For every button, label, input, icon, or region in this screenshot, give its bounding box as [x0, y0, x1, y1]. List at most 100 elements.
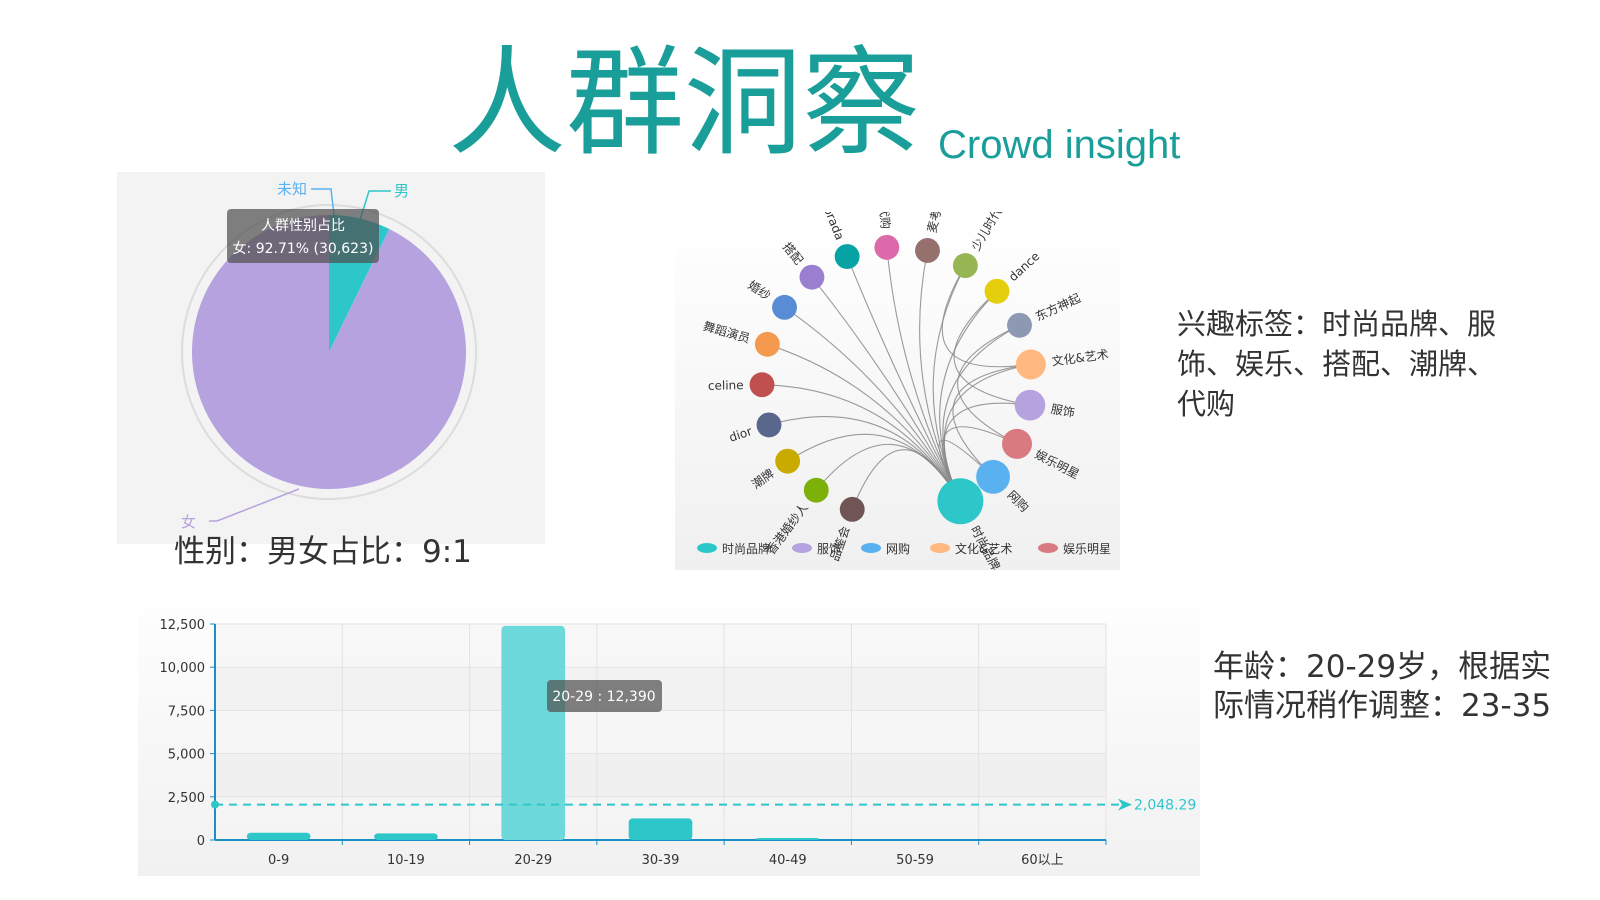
bar-y-tick-label: 10,000	[160, 661, 206, 676]
graph-node-label: 文化&艺术	[1051, 346, 1110, 368]
bar-y-tick-label: 12,500	[160, 618, 206, 633]
bar	[246, 832, 311, 840]
graph-node	[772, 294, 797, 320]
pie-label-line	[209, 488, 300, 522]
graph-legend-swatch	[861, 543, 881, 553]
bar	[501, 625, 566, 840]
graph-link	[767, 343, 961, 502]
graph-node-label: celine	[708, 378, 744, 393]
graph-node	[754, 331, 780, 357]
graph-node-label: 服饰	[1050, 402, 1076, 420]
graph-legend-swatch	[792, 543, 812, 553]
bar-y-tick-label: 5,000	[168, 748, 205, 763]
graph-node	[834, 244, 860, 269]
pie-label: 男	[394, 182, 409, 200]
graph-link	[886, 247, 961, 502]
age-caption: 年龄：20-29岁，根据实际情况稍作调整：23-35	[1213, 649, 1552, 724]
bar-x-tick-label: 50-59	[896, 853, 934, 868]
bar-x-tick-label: 60以上	[1021, 853, 1064, 868]
bar-average-label: 2,048.29	[1134, 798, 1196, 814]
age-bar-chart: 0 2,500 5,000 7,500 10,000 12,500 0-9 10-19 20-2…	[160, 618, 1197, 868]
interest-graph-panel: 时尚品牌网购娱乐明星服饰文化&艺术东方神起dance少儿时代麦考林韩国代购pra…	[675, 181, 1120, 572]
graph-link	[952, 363, 1031, 478]
pie-slice	[191, 215, 466, 489]
bar-average-arrow	[1118, 798, 1132, 811]
graph-link	[919, 250, 961, 502]
page-title: 人群洞察	[448, 34, 921, 172]
graph-legend-label: 网购	[886, 541, 910, 556]
graph-node-label: 娱乐明星	[1032, 447, 1081, 481]
graph-link	[851, 449, 961, 510]
graph-node-label: prada	[821, 212, 847, 242]
pie-label-line	[311, 188, 335, 216]
bar-tooltip-bg	[547, 680, 662, 712]
graph-node-label: 网购	[1004, 487, 1032, 515]
graph-legend-label: 文化&艺术	[955, 541, 1012, 556]
graph-link	[811, 276, 961, 502]
bar	[628, 818, 693, 840]
pie-tooltip-bg	[227, 209, 379, 263]
graph-node-label: 韩国代购	[875, 212, 894, 230]
graph-legend-swatch	[1038, 543, 1058, 553]
graph-node-label: dance	[1006, 249, 1042, 284]
bar-tooltip-text: 20-29 : 12,390	[552, 689, 655, 705]
bar-x-tick-label: 40-49	[769, 853, 807, 868]
graph-link	[784, 306, 961, 502]
graph-node	[952, 253, 978, 279]
pie-tooltip-text: 女: 92.71% (30,623)	[233, 240, 374, 257]
graph-node-label: 搭配	[780, 240, 806, 267]
bar-y-tick-label: 2,500	[168, 791, 205, 806]
bar-y-tick-label: 0	[197, 834, 205, 849]
graph-link	[815, 443, 961, 502]
bar-x-tick-label: 0-9	[268, 853, 289, 868]
graph-node	[799, 264, 825, 290]
bar	[755, 838, 820, 840]
graph-node-label: 麦考林	[925, 212, 947, 234]
graph-node	[984, 278, 1010, 304]
graph-legend-label: 娱乐明星	[1063, 542, 1111, 556]
bar-x-tick-label: 10-19	[387, 853, 425, 868]
graph-node-label: 潮牌	[749, 465, 777, 491]
graph-node	[1007, 312, 1032, 338]
graph-node	[756, 412, 782, 438]
graph-node	[1002, 428, 1033, 459]
graph-node	[749, 372, 775, 398]
graph-node-label: dior	[727, 424, 754, 445]
page-header: 人群洞察 Crowd insight	[448, 38, 1208, 168]
bar	[374, 833, 438, 840]
graph-legend-swatch	[697, 543, 717, 553]
graph-node-label: 舞蹈演员	[702, 318, 752, 346]
bar-grid-band	[215, 753, 1106, 797]
bar-tooltip: 20-29 : 12,390	[547, 680, 662, 712]
graph-node	[839, 496, 865, 522]
graph-node-label: 婚纱	[745, 278, 773, 303]
graph-node	[976, 459, 1010, 494]
graph-link	[932, 265, 966, 502]
bar-grid-band	[215, 710, 1106, 754]
pie-tooltip-title: 人群性别占比	[261, 218, 345, 234]
graph-legend-label: 时尚品牌	[722, 542, 770, 556]
graph-node	[803, 477, 829, 503]
graph-link	[846, 256, 961, 502]
pie-label: 未知	[277, 180, 307, 198]
pie-label: 女	[181, 513, 196, 531]
graph-node	[874, 234, 900, 260]
graph-node	[915, 238, 940, 263]
bar-average-start	[211, 800, 219, 809]
bar-x-tick-label: 30-39	[642, 853, 680, 868]
graph-link	[939, 290, 998, 502]
graph-legend-label: 服饰	[817, 542, 841, 556]
page-subtitle: Crowd insight	[938, 123, 1181, 167]
graph-node	[937, 478, 984, 525]
graph-node	[1014, 389, 1046, 421]
graph-node	[775, 448, 801, 474]
interest-graph-chart: 时尚品牌网购娱乐明星服饰文化&艺术东方神起dance少儿时代麦考林韩国代购pra…	[697, 181, 1111, 572]
gender-pie-panel: 女 男 未知人群性别占比女: 92.71% (30,623)	[117, 172, 545, 544]
graph-node-label: 东方神起	[1033, 290, 1083, 324]
age-bar-panel: 0 2,500 5,000 7,500 10,000 12,500 0-9 10-19 20-2…	[138, 578, 1200, 876]
bar-x-tick-label: 20-29	[514, 853, 552, 868]
pie-outer-ring	[181, 204, 477, 500]
bar-grid-band	[215, 624, 1106, 668]
